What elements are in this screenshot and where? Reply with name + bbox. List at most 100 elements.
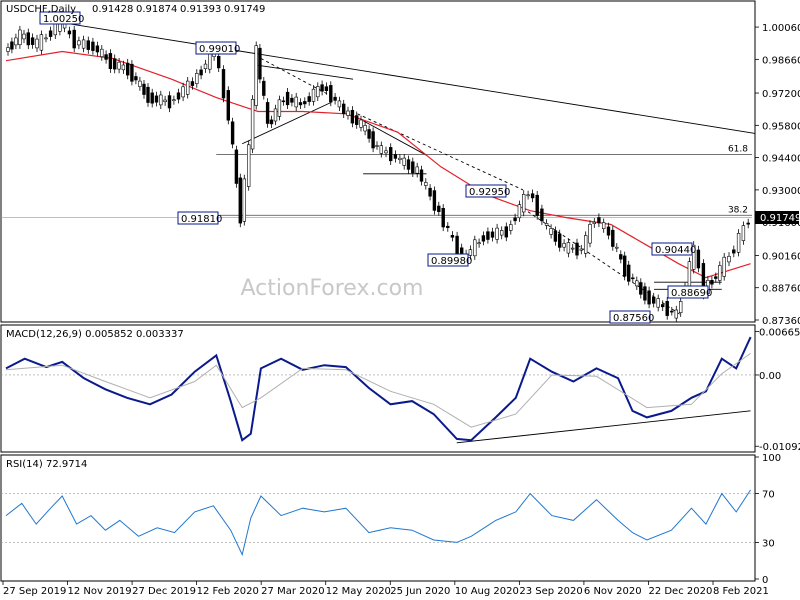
- candle-body: [635, 280, 639, 287]
- price-annotation-box: [427, 253, 469, 267]
- candle-body: [273, 108, 278, 122]
- candle-body: [307, 96, 311, 102]
- candle-body: [741, 225, 746, 241]
- ohlc-high: 0.91874: [136, 4, 177, 15]
- candle-body: [172, 99, 176, 101]
- candle-body: [490, 231, 495, 238]
- candle-body: [247, 144, 251, 187]
- candle-body: [415, 166, 419, 174]
- candle-body: [95, 45, 100, 53]
- candle-body: [77, 40, 81, 46]
- macd-y-tick-label: 0.006651: [759, 328, 800, 339]
- candle-body: [48, 30, 53, 37]
- candle-body: [242, 178, 246, 222]
- candle-body: [419, 169, 424, 182]
- candle-body: [134, 76, 138, 81]
- x-tick-label: 6 Nov 2020: [584, 586, 642, 597]
- candle-body: [722, 256, 726, 277]
- candle-body: [384, 150, 388, 154]
- candle-body: [393, 154, 398, 159]
- candle-body: [371, 131, 375, 149]
- rsi-pane: [0, 454, 756, 582]
- candle-body: [121, 64, 126, 71]
- candle-body: [108, 53, 113, 70]
- candle-body: [437, 205, 441, 212]
- x-tick-label: 12 Nov 2019: [68, 586, 132, 597]
- candle-body: [117, 61, 121, 70]
- candle-body: [544, 223, 549, 226]
- watermark: ActionForex.com: [241, 276, 424, 301]
- candle-body: [606, 226, 611, 236]
- candle-body: [230, 121, 235, 145]
- candle-body: [379, 145, 383, 154]
- candle-body: [298, 102, 303, 106]
- candle-body: [159, 94, 163, 106]
- candle-body: [639, 282, 643, 295]
- candle-body: [265, 102, 270, 124]
- candle-body: [294, 96, 298, 108]
- candle-body: [254, 45, 258, 106]
- price-annotation-box: [465, 184, 507, 198]
- channel-dashed-lower: [522, 207, 682, 316]
- x-tick-label: 8 Feb 2021: [713, 586, 769, 597]
- candle-body: [481, 235, 486, 242]
- candle-body: [499, 230, 504, 236]
- price-pane-title: USDCHF,Daily: [6, 4, 76, 15]
- candle-body: [262, 80, 266, 96]
- candle-body: [535, 194, 539, 216]
- candle-body: [611, 229, 615, 247]
- candle-body: [44, 37, 48, 40]
- candle-body: [727, 255, 731, 263]
- rsi-line: [5, 489, 752, 557]
- candle-body: [615, 246, 619, 249]
- candle-body: [26, 32, 30, 46]
- candle-body: [203, 63, 208, 69]
- price-y-tick-label: 0.97200: [762, 89, 800, 100]
- candle-body: [126, 62, 130, 76]
- candle-body: [736, 233, 741, 253]
- candle-body: [570, 247, 575, 250]
- candle-body: [553, 230, 558, 242]
- price-y-tick-label: 0.98660: [762, 55, 800, 66]
- candle-body: [687, 261, 692, 287]
- candle-body: [473, 239, 477, 257]
- macd-pane-title: MACD(12,26,9) 0.005852 0.003337: [6, 329, 184, 340]
- candle-body: [6, 47, 10, 52]
- candle-body: [746, 222, 750, 225]
- candle-body: [226, 90, 230, 121]
- candle-body: [588, 224, 592, 244]
- price-y-tick-label: 0.87360: [762, 316, 800, 327]
- x-tick-label: 27 Mar 2020: [261, 586, 324, 597]
- candle-body: [138, 80, 142, 87]
- price-y-tick-label: 0.95800: [762, 121, 800, 132]
- candle-body: [86, 40, 91, 50]
- x-tick-label: 25 Jun 2020: [390, 586, 450, 597]
- price-annotation-box: [667, 285, 709, 299]
- candle-body: [14, 37, 18, 46]
- price-annotation-box: [609, 310, 651, 324]
- ohlc-open: 0.91428: [92, 4, 133, 15]
- candle-body: [428, 187, 432, 197]
- x-tick-label: 27 Sep 2019: [3, 586, 66, 597]
- candle-body: [651, 296, 656, 304]
- candle-body: [718, 265, 722, 281]
- candle-body: [367, 129, 371, 139]
- candle-body: [450, 235, 455, 238]
- macd-pane: [0, 324, 756, 453]
- candle-body: [647, 290, 651, 305]
- triangle-dashed-line: [260, 58, 335, 99]
- candle-body: [91, 41, 95, 51]
- candle-body: [424, 182, 428, 186]
- candle-body: [324, 86, 329, 91]
- price-y-tick-label: 1.00060: [762, 23, 800, 34]
- candle-body: [146, 86, 150, 103]
- candle-body: [250, 99, 255, 150]
- macd-trendline: [456, 410, 751, 444]
- candle-body: [217, 55, 221, 69]
- candle-body: [39, 34, 44, 51]
- candle-body: [341, 103, 346, 115]
- candle-body: [643, 286, 647, 301]
- price-y-tick-label: 0.93000: [762, 186, 800, 197]
- candle-body: [696, 249, 701, 269]
